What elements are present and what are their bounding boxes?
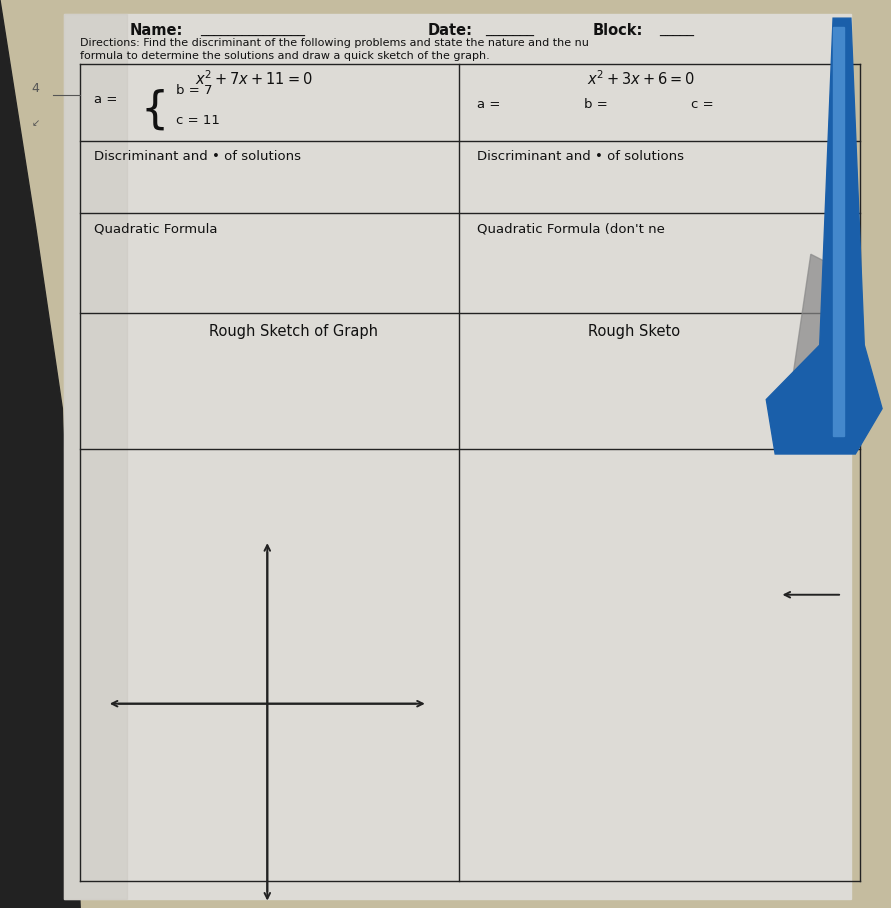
Bar [64,14,127,899]
Bar [833,27,844,436]
Polygon shape [784,254,846,436]
Text: a =: a = [94,93,117,105]
Text: Quadratic Formula: Quadratic Formula [94,222,217,235]
Text: Rough Sketch of Graph: Rough Sketch of Graph [209,324,379,340]
Text: b =: b = [584,98,608,111]
Text: _______: _______ [486,23,535,36]
Text: $x^2 + 7x + 11 = 0$: $x^2 + 7x + 11 = 0$ [195,69,313,88]
Text: Date:: Date: [428,23,473,38]
Text: Discriminant and • of solutions: Discriminant and • of solutions [94,150,300,163]
Text: Block:: Block: [593,23,643,38]
Text: Quadratic Formula (don't ne: Quadratic Formula (don't ne [477,222,665,235]
Text: $x^2 + 3x + 6 = 0$: $x^2 + 3x + 6 = 0$ [587,69,696,88]
Text: 4: 4 [31,82,39,94]
Text: Directions: Find the discriminant of the following problems and state the nature: Directions: Find the discriminant of the… [80,38,589,48]
Text: b = 7: b = 7 [176,84,213,96]
Text: ↙: ↙ [31,118,39,128]
Polygon shape [766,18,882,454]
Polygon shape [0,0,80,908]
Text: Name:: Name: [129,23,183,38]
Text: Rough Sketo: Rough Sketo [588,324,680,340]
Bar [64,14,851,899]
Text: _______________: _______________ [200,23,306,36]
Text: _____: _____ [659,23,694,36]
Text: {: { [141,89,169,132]
Text: formula to determine the solutions and draw a quick sketch of the graph.: formula to determine the solutions and d… [80,51,490,61]
Text: c = 11: c = 11 [176,114,220,126]
Text: Discriminant and • of solutions: Discriminant and • of solutions [477,150,683,163]
Text: c =: c = [691,98,713,111]
Text: a =: a = [477,98,500,111]
